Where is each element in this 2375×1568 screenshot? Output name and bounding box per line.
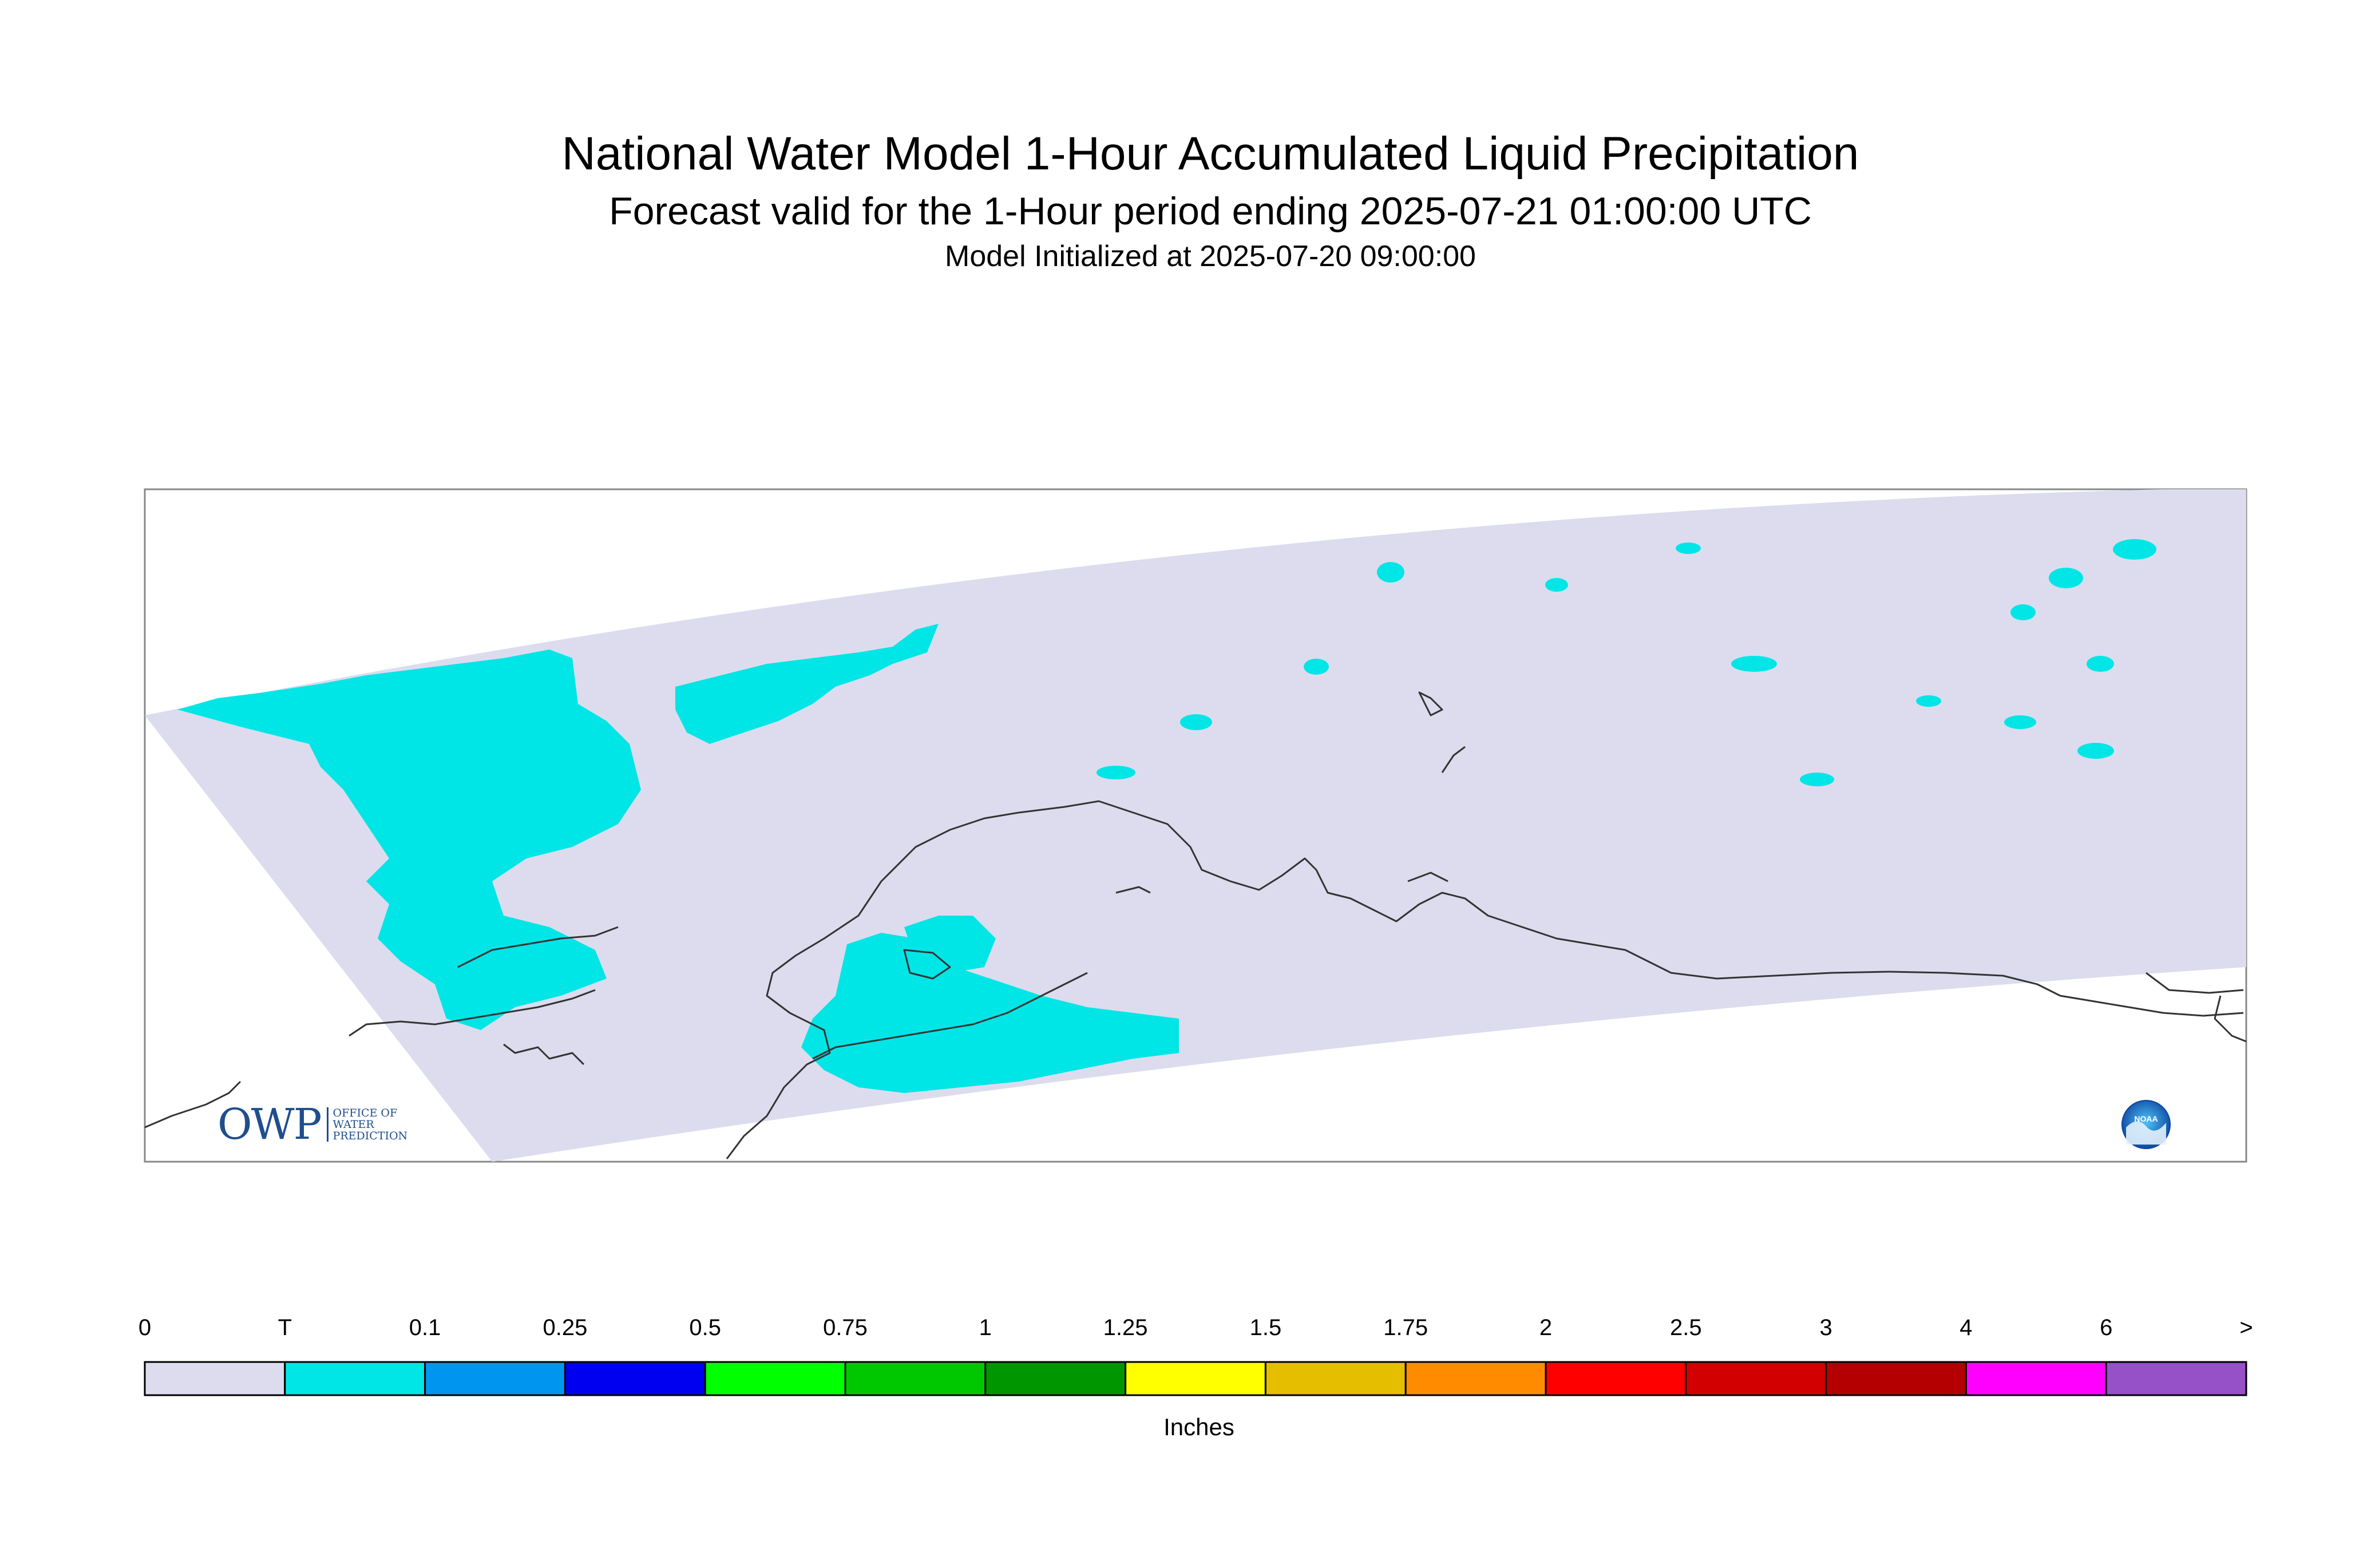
colorbar-swatch <box>1125 1361 1266 1396</box>
coastline <box>457 926 619 968</box>
legend-tick-label: 0 <box>138 1315 152 1340</box>
coastline <box>1441 746 1466 773</box>
coastline <box>503 1043 585 1066</box>
precip-area <box>2010 604 2036 620</box>
colorbar <box>144 1361 2247 1396</box>
precip-area <box>1800 773 1834 786</box>
coastline <box>144 1080 242 1129</box>
colorbar-swatch <box>704 1361 846 1396</box>
precip-area <box>904 916 996 973</box>
precip-area <box>1304 659 1329 675</box>
precip-area <box>675 624 939 744</box>
svg-text:NOAA: NOAA <box>2134 1114 2158 1123</box>
colorbar-swatch <box>984 1361 1127 1396</box>
model-domain <box>145 489 2246 1162</box>
colorbar-swatch <box>564 1361 706 1396</box>
map-subtitle: Forecast valid for the 1-Hour period end… <box>609 189 1812 233</box>
colorbar-swatch <box>1825 1361 1967 1396</box>
legend-tick-label: 1.75 <box>1383 1315 1428 1340</box>
legend-tick-label: 1.5 <box>1249 1315 1282 1340</box>
precip-area <box>177 650 641 1030</box>
colorbar-swatch <box>144 1361 286 1396</box>
precip-area <box>1731 656 1777 672</box>
model-init-line: Model Initialized at 2025-07-20 09:00:00 <box>945 240 1476 273</box>
precip-area <box>801 933 1179 1093</box>
legend-tick-label: 0.1 <box>409 1315 441 1340</box>
colorbar-swatch <box>1404 1361 1547 1396</box>
precip-area <box>1097 766 1135 779</box>
precip-area <box>2049 568 2083 588</box>
noaa-icon: NOAA <box>2121 1100 2171 1149</box>
owp-logo-subtitle: Office of Water Prediction <box>326 1107 407 1142</box>
coastline <box>2146 972 2244 994</box>
colorbar-swatch <box>1685 1361 1827 1396</box>
legend-tick-label: T <box>278 1315 292 1340</box>
coastline <box>1407 872 1448 882</box>
colorbar-swatch <box>1545 1361 1687 1396</box>
precip-area <box>1676 543 1701 554</box>
legend-tick-label: > <box>2239 1315 2253 1340</box>
legend-tick-label: 1.25 <box>1103 1315 1148 1340</box>
coastline <box>349 989 596 1037</box>
colorbar-swatch <box>2105 1361 2247 1396</box>
precip-area <box>1916 695 1941 707</box>
precip-area <box>2004 715 2036 729</box>
legend-tick-label: 2 <box>1539 1315 1553 1340</box>
legend-tick-label: 3 <box>1819 1315 1832 1340</box>
colorbar-swatch <box>844 1361 987 1396</box>
owp-logo-letters: OWP <box>217 1100 322 1149</box>
legend-tick-label: 0.75 <box>823 1315 868 1340</box>
map-title: National Water Model 1-Hour Accumulated … <box>561 128 1859 180</box>
coastlines <box>144 691 2247 1159</box>
precip-area <box>1377 562 1404 583</box>
colorbar-swatch <box>1264 1361 1407 1396</box>
coastline <box>1418 691 1443 716</box>
precip-area <box>2087 656 2114 672</box>
legend-units: Inches <box>1163 1413 1234 1440</box>
coastline <box>903 949 951 980</box>
legend-tick-label: 2.5 <box>1669 1315 1702 1340</box>
coastline <box>812 972 1088 1060</box>
legend-tick-label: 0.25 <box>543 1315 588 1340</box>
colorbar-swatch <box>424 1361 566 1396</box>
coastline <box>2214 995 2247 1043</box>
legend-tick-label: 1 <box>979 1315 992 1340</box>
legend-tick-label: 6 <box>2100 1315 2113 1340</box>
precip-areas <box>177 539 2156 1093</box>
precip-area <box>2077 743 2114 759</box>
owp-logo: OWP Office of Water Prediction <box>217 1099 407 1150</box>
legend-tick-label: 4 <box>1960 1315 1973 1340</box>
legend-tick-label: 0.5 <box>689 1315 721 1340</box>
coastline <box>1115 886 1151 894</box>
coastline <box>726 800 2244 1159</box>
precip-area <box>2113 539 2156 560</box>
precip-area <box>1180 714 1212 730</box>
precip-area <box>1545 578 1568 592</box>
colorbar-swatch <box>284 1361 426 1396</box>
colorbar-swatch <box>1965 1361 2107 1396</box>
